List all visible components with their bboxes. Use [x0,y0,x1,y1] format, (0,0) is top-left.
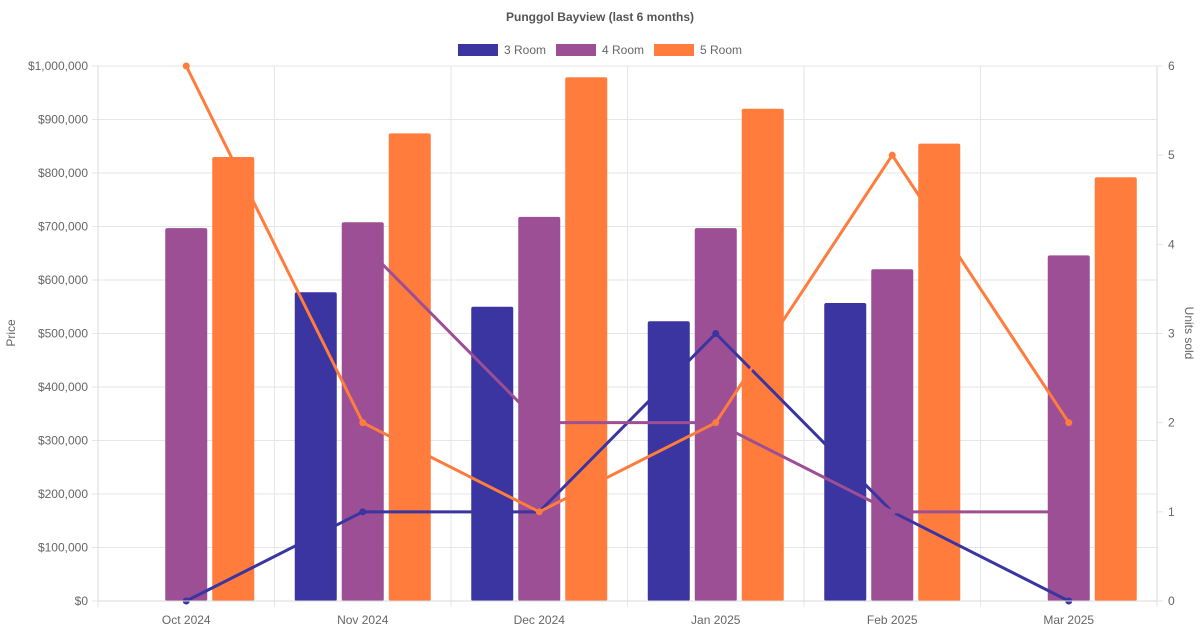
x-tick-label: Mar 2025 [1043,613,1094,627]
x-tick-label: Dec 2024 [514,613,566,627]
y-tick-label: $700,000 [38,220,88,234]
point-4-room [1065,508,1073,516]
point-3-room [712,330,720,337]
point-5-room [1065,419,1073,427]
legend-swatch-5-room [654,44,695,56]
y2-tick-label: 2 [1168,416,1175,430]
y-tick-label: $400,000 [38,380,88,394]
bar-5-room [388,133,431,601]
point-5-room [888,151,896,159]
legend-swatch-4-room [555,44,596,56]
axes: $0 $100,000 $200,000 $300,000 $400,000 $500,0… [28,59,1175,627]
y-tick-label: $300,000 [38,434,88,448]
bars [165,77,1137,602]
bar-3-room [647,321,690,601]
legend-label-4-room[interactable]: 4 Room [602,43,644,57]
point-5-room [535,508,543,516]
bar-3-room [294,292,337,601]
y-tick-label: $800,000 [38,166,88,180]
point-4-room [535,419,543,427]
bar-5-room [565,77,608,602]
point-3-room [359,508,367,516]
bar-3-room [824,303,867,601]
legend-label-5-room[interactable]: 5 Room [700,43,742,57]
y2-tick-label: 0 [1168,594,1175,608]
y2-axis-title: Units sold [1182,307,1196,360]
lines [182,62,1073,605]
y-tick-label: $200,000 [38,487,88,501]
bar-5-room [741,108,784,602]
line-5-room [184,65,1071,514]
x-tick-label: Nov 2024 [337,613,389,627]
y-tick-label: $1,000,000 [28,59,88,73]
bar-4-room [341,222,384,601]
bar-3-room [471,306,514,601]
legend-label-3-room[interactable]: 3 Room [504,43,546,57]
x-tick-label: Feb 2025 [867,613,918,627]
y-tick-label: $600,000 [38,273,88,287]
point-4-room [888,508,896,516]
y-axis-title: Price [4,319,18,347]
bar-4-room [165,228,208,602]
y-tick-label: $0 [75,594,89,608]
legend: 3 Room 4 Room 5 Room [457,43,742,57]
point-5-room [712,419,720,427]
x-tick-label: Oct 2024 [162,613,211,627]
chart-title: Punggol Bayview (last 6 months) [506,10,694,24]
bar-4-room [694,228,737,602]
y-tick-label: $900,000 [38,113,88,127]
y2-tick-label: 6 [1168,59,1175,73]
y2-tick-label: 3 [1168,327,1175,341]
bar-5-room [212,156,255,601]
legend-swatch-3-room [457,44,498,56]
bar-5-room [918,143,961,601]
y2-tick-label: 1 [1168,505,1175,519]
y2-tick-label: 5 [1168,148,1175,162]
bar-5-room [1094,177,1137,601]
point-5-room [182,62,190,70]
bar-4-room [1047,255,1090,601]
bar-4-room [871,269,914,601]
y-tick-label: $100,000 [38,541,88,555]
y2-tick-label: 4 [1168,237,1175,251]
point-4-room [359,240,367,248]
y-tick-label: $500,000 [38,327,88,341]
x-tick-label: Jan 2025 [691,613,741,627]
point-5-room [359,419,367,427]
